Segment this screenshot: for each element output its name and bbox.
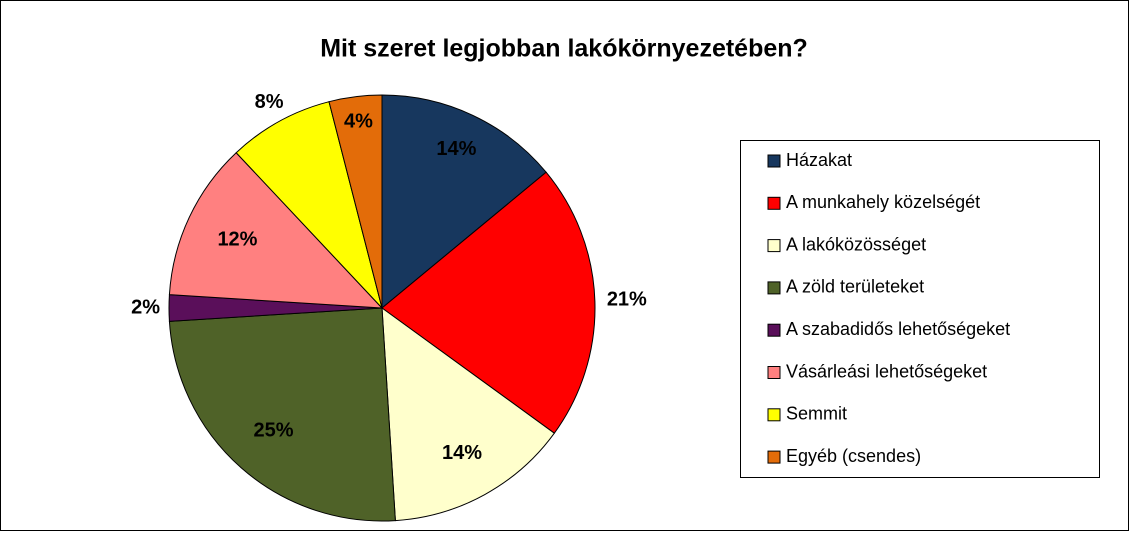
legend-label: Vásárleási lehetőségeket	[786, 361, 987, 381]
pie-slice	[235, 101, 383, 309]
chart-title: Mit szeret legjobban lakókörnyezetében?	[320, 35, 808, 63]
legend-swatch	[767, 154, 781, 168]
legend-swatch	[767, 281, 781, 295]
legend-swatch	[767, 366, 781, 379]
legend-label: A szabadidős lehetőségeket	[786, 319, 1010, 339]
pie-slice	[381, 94, 547, 310]
data-label: 21%	[607, 289, 647, 311]
legend-swatch	[767, 239, 781, 253]
legend-swatch	[767, 450, 781, 464]
data-label: 2%	[131, 296, 160, 318]
legend-swatch	[767, 196, 781, 210]
data-label: 12%	[217, 228, 257, 250]
data-label: 14%	[436, 138, 476, 160]
pie-slice	[381, 171, 596, 434]
pie-slice	[168, 152, 384, 309]
legend-label: Házakat	[786, 150, 852, 170]
pie-slice	[381, 306, 556, 522]
legend-label: Semmit	[786, 404, 847, 424]
legend-label: A lakóközösséget	[786, 234, 926, 254]
data-label: 4%	[344, 110, 373, 132]
legend-swatch	[767, 408, 781, 422]
legend-label: Egyéb (csendes)	[786, 446, 921, 466]
pie-slice	[168, 307, 396, 522]
legend-box	[740, 140, 1100, 478]
data-label: 8%	[255, 91, 284, 113]
legend-label: A munkahely közelségét	[786, 192, 980, 212]
pie-slice	[328, 94, 383, 309]
legend-label: A zöld területeket	[786, 277, 924, 297]
legend-swatch	[767, 323, 781, 337]
data-label: 14%	[442, 442, 482, 464]
data-label: 25%	[254, 419, 294, 441]
